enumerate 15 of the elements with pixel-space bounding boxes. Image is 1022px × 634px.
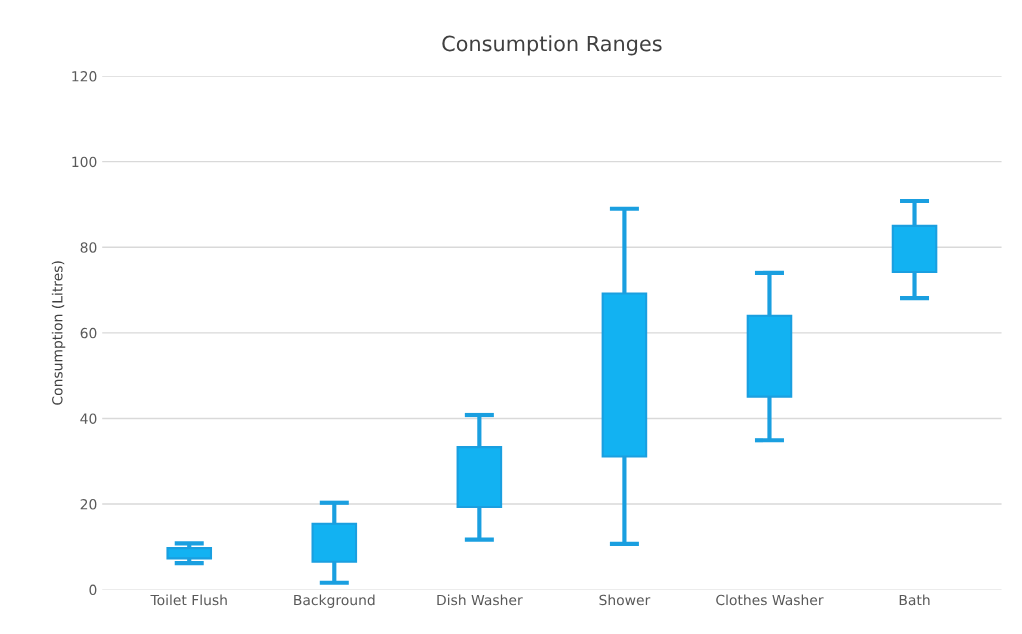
y-axis-title: Consumption (Litres) bbox=[51, 261, 66, 405]
x-tick-label: Background bbox=[294, 594, 375, 608]
chart-title: Consumption Ranges bbox=[442, 35, 662, 56]
x-tick-label: Dish Washer bbox=[437, 594, 523, 606]
y-tick-label: 100 bbox=[72, 156, 97, 168]
x-tick-label: Toilet Flush bbox=[150, 594, 227, 606]
x-tick-label: Clothes Washer bbox=[716, 594, 824, 606]
y-tick-label: 120 bbox=[72, 71, 97, 82]
x-tick-label: Shower bbox=[599, 594, 651, 606]
y-tick-label: 20 bbox=[80, 499, 97, 510]
y-tick-label: 60 bbox=[80, 327, 97, 339]
x-tick-label: Bath bbox=[899, 594, 930, 606]
y-tick-label: 40 bbox=[80, 413, 97, 424]
y-tick-label: 80 bbox=[80, 242, 97, 253]
y-tick-label: 0 bbox=[89, 584, 97, 596]
